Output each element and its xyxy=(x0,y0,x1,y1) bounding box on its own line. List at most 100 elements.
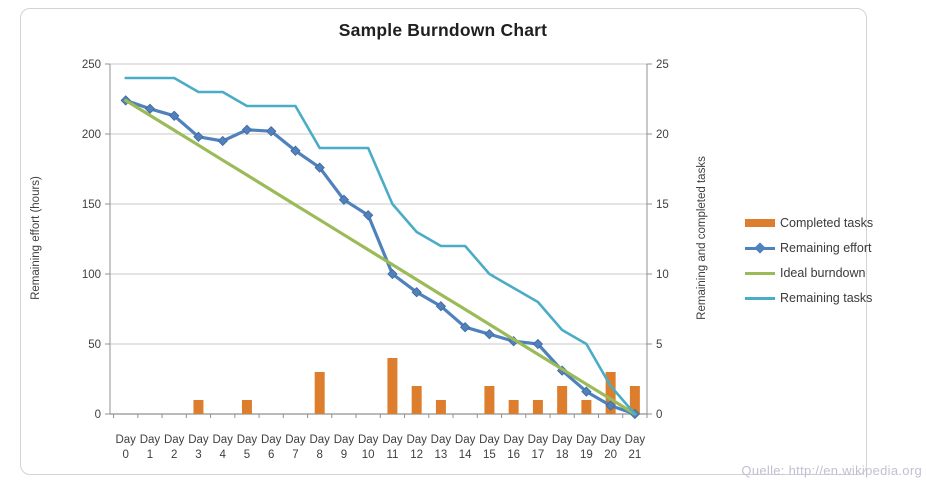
x-axis-label-day: Day xyxy=(528,434,549,446)
marker-diamond xyxy=(290,145,301,156)
x-axis-label-number: 20 xyxy=(604,449,617,461)
marker-diamond xyxy=(169,110,180,121)
x-axis-label-day: Day xyxy=(358,434,379,446)
bar-completed-tasks xyxy=(508,400,519,414)
x-axis-label-day: Day xyxy=(334,434,355,446)
line-remaining-tasks xyxy=(124,76,637,416)
chart-border xyxy=(20,8,867,475)
legend-label: Remaining effort xyxy=(780,241,872,255)
x-axis-label-day: Day xyxy=(406,434,427,446)
x-axis-label-day: Day xyxy=(261,434,282,446)
legend-label: Completed tasks xyxy=(780,216,874,230)
legend-item: Completed tasks xyxy=(745,214,873,232)
x-axis-label-day: Day xyxy=(503,434,524,446)
left-axis-tick-label: 250 xyxy=(82,59,101,71)
line-ideal-burndown xyxy=(124,98,637,416)
x-axis-label-number: 17 xyxy=(531,449,544,461)
marker-diamond xyxy=(581,386,592,397)
right-axis-tick-label: 0 xyxy=(656,409,662,421)
x-axis-label-day: Day xyxy=(115,434,136,446)
bar-completed-tasks xyxy=(314,372,325,414)
marker-diamond xyxy=(266,126,277,137)
x-axis-label-number: 4 xyxy=(220,449,227,461)
marker-diamond xyxy=(241,124,253,135)
marker-diamond xyxy=(605,400,616,411)
marker-diamond xyxy=(459,322,471,333)
marker-diamond xyxy=(193,131,204,142)
marker-diamond xyxy=(314,162,325,173)
x-axis-label-day: Day xyxy=(164,434,185,446)
bar-completed-tasks xyxy=(435,400,446,414)
x-axis-label-number: 3 xyxy=(195,449,201,461)
right-axis-tick-label: 5 xyxy=(656,339,662,351)
x-axis-label-day: Day xyxy=(309,434,330,446)
x-axis-label-number: 13 xyxy=(435,449,448,461)
x-axis-label-day: Day xyxy=(479,434,500,446)
legend-line-swatch xyxy=(745,264,775,282)
bar-completed-tasks xyxy=(484,386,495,414)
x-axis-label-number: 10 xyxy=(362,449,375,461)
x-axis-label-day: Day xyxy=(600,434,621,446)
right-axis-tick-label: 20 xyxy=(656,129,669,141)
marker-diamond xyxy=(387,268,398,280)
x-axis-label-number: 8 xyxy=(316,449,322,461)
chart-title: Sample Burndown Chart xyxy=(338,20,548,40)
marker-diamond xyxy=(363,210,374,221)
x-axis-label-day: Day xyxy=(237,434,258,446)
x-axis-label-number: 7 xyxy=(292,449,298,461)
marker-diamond xyxy=(484,329,495,340)
bar-completed-tasks xyxy=(532,400,543,414)
bar-completed-tasks xyxy=(581,400,592,414)
x-axis-label-number: 0 xyxy=(123,449,129,461)
x-axis-label-day: Day xyxy=(188,434,209,446)
bar-completed-tasks xyxy=(605,372,616,414)
marker-diamond xyxy=(144,103,156,114)
bar-completed-tasks xyxy=(629,386,640,414)
x-axis-label-number: 2 xyxy=(171,449,177,461)
x-axis-label-number: 11 xyxy=(386,449,398,461)
x-axis-label-number: 14 xyxy=(459,449,472,461)
x-axis-label-number: 18 xyxy=(556,449,569,461)
legend-item: Remaining tasks xyxy=(745,289,873,307)
bar-completed-tasks xyxy=(193,400,204,414)
source-watermark: Quelle: http://en.wikipedia.org xyxy=(741,463,922,478)
x-axis-label-day: Day xyxy=(455,434,476,446)
x-axis-label-number: 16 xyxy=(507,449,520,461)
x-axis-label-day: Day xyxy=(140,434,161,446)
marker-diamond xyxy=(338,194,350,205)
legend-label: Ideal burndown xyxy=(780,266,866,280)
marker-diamond xyxy=(217,135,228,147)
left-axis-tick-label: 0 xyxy=(95,409,101,421)
line-remaining-effort xyxy=(124,98,637,416)
legend-bar-swatch xyxy=(745,214,775,232)
x-axis-label-day: Day xyxy=(212,434,233,446)
marker-diamond xyxy=(435,301,447,312)
right-axis-tick-label: 15 xyxy=(656,199,669,211)
right-axis-tick-label: 10 xyxy=(656,269,669,281)
right-axis-tick-label: 25 xyxy=(656,59,669,71)
left-axis-tick-label: 200 xyxy=(82,129,101,141)
x-axis-label-number: 21 xyxy=(628,449,641,461)
left-axis-tick-label: 150 xyxy=(82,199,101,211)
x-axis-label-number: 5 xyxy=(244,449,250,461)
legend: Completed tasks Remaining effort Ideal bur… xyxy=(745,214,873,307)
x-axis-label-number: 1 xyxy=(147,449,153,461)
x-axis-label-day: Day xyxy=(431,434,452,446)
x-axis-label-number: 15 xyxy=(483,449,496,461)
left-axis-tick-label: 100 xyxy=(82,269,101,281)
x-axis-label-day: Day xyxy=(285,434,306,446)
x-axis-label-day: Day xyxy=(552,434,573,446)
marker-diamond xyxy=(532,338,544,350)
marker-diamond xyxy=(411,287,422,298)
bar-completed-tasks xyxy=(411,386,422,414)
legend-label: Remaining tasks xyxy=(780,291,873,305)
legend-line-swatch xyxy=(745,289,775,307)
legend-item: Ideal burndown xyxy=(745,264,873,282)
x-axis-label-number: 12 xyxy=(410,449,423,461)
x-axis-label-number: 19 xyxy=(580,449,593,461)
bar-completed-tasks xyxy=(557,386,568,414)
bar-completed-tasks xyxy=(387,358,398,414)
x-axis-label-day: Day xyxy=(382,434,403,446)
